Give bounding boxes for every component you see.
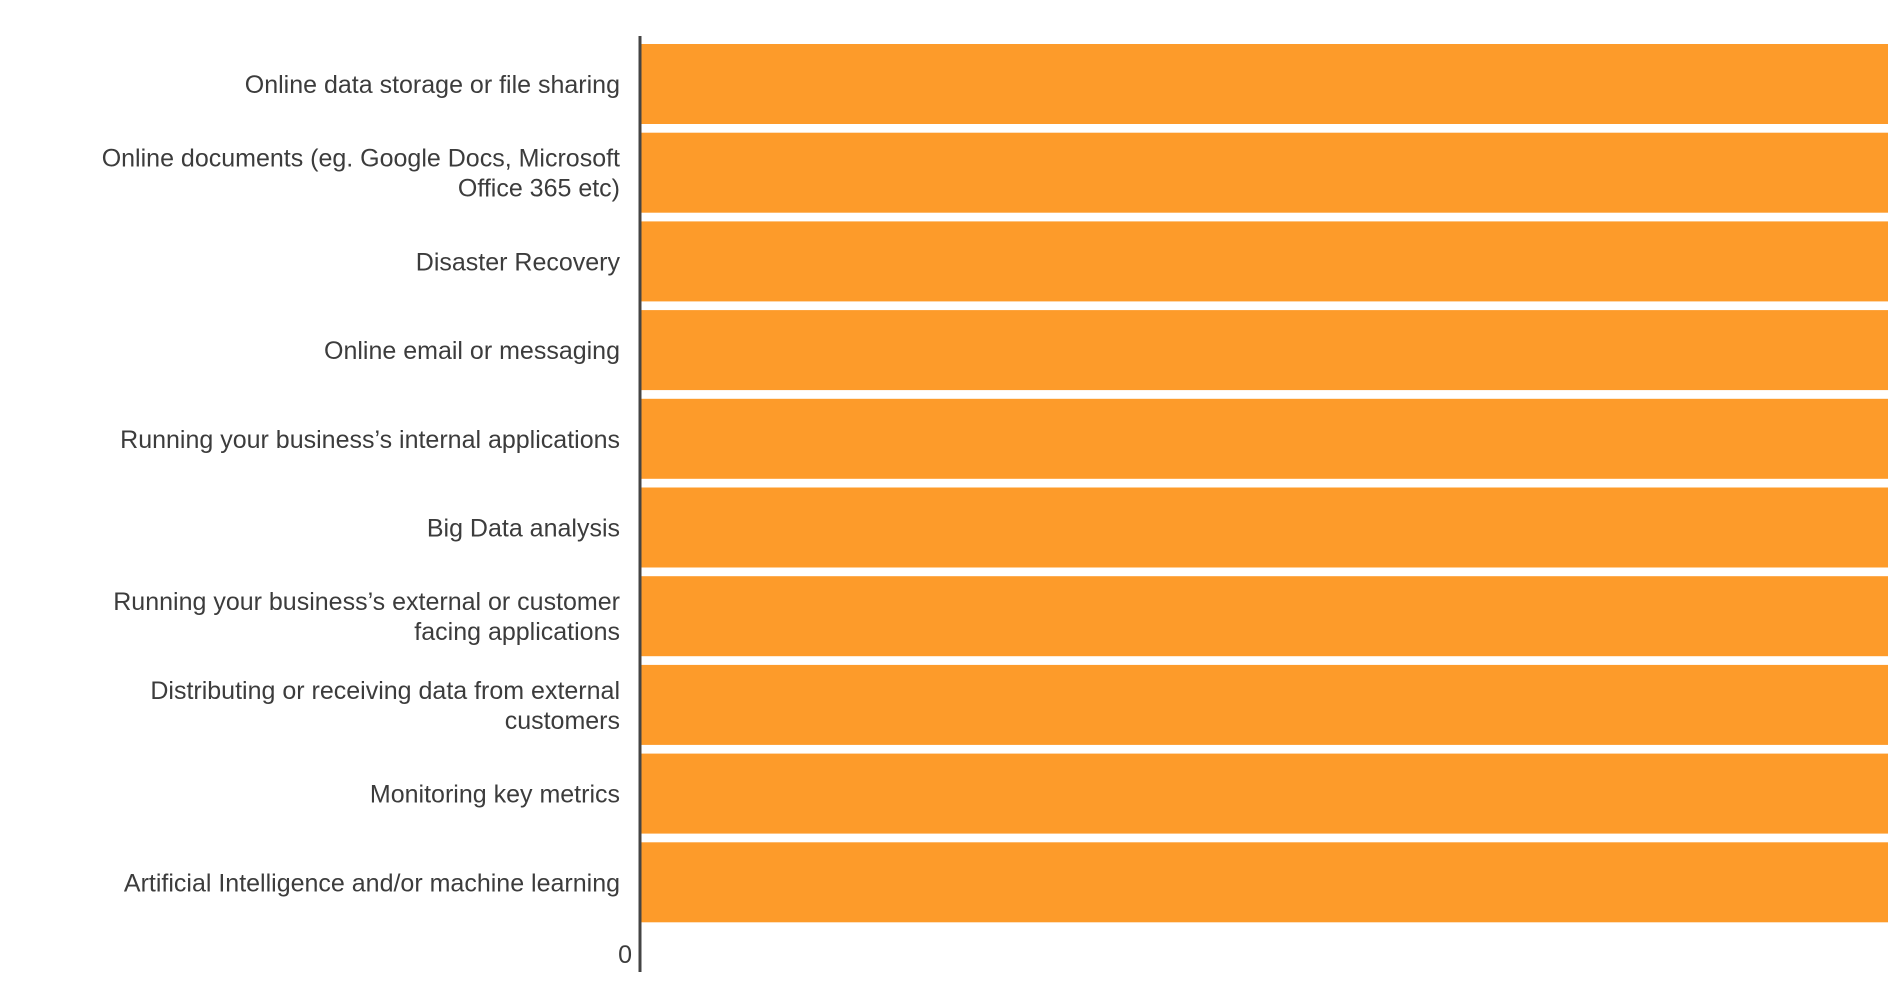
category-label: Distributing or receiving data from exte… (150, 677, 620, 735)
bar (640, 44, 1888, 124)
category-label: Online documents (eg. Google Docs, Micro… (102, 145, 620, 203)
bar (640, 487, 1888, 568)
category-label: Running your business’s internal applica… (120, 426, 620, 454)
category-label: Big Data analysis (427, 515, 620, 543)
bar (640, 310, 1888, 391)
x-tick-labels: 01020304050607080 (618, 941, 632, 969)
category-labels: Online data storage or file sharing Onlin… (102, 71, 621, 897)
x-tick-label: 0 (618, 941, 632, 969)
bar (640, 398, 1888, 479)
category-label: Disaster Recovery (416, 248, 621, 276)
category-label: Online data storage or file sharing (245, 71, 620, 99)
category-label: Online email or messaging (324, 337, 620, 365)
bar (640, 664, 1888, 745)
category-label: Monitoring key metrics (370, 781, 620, 809)
bar (640, 132, 1888, 213)
bar (640, 576, 1888, 657)
bars (640, 44, 1888, 923)
bar (640, 842, 1888, 923)
bar (640, 753, 1888, 834)
category-label: Running your business’s external or cust… (113, 588, 620, 646)
bar (640, 221, 1888, 302)
category-label: Artificial Intelligence and/or machine l… (124, 869, 620, 897)
